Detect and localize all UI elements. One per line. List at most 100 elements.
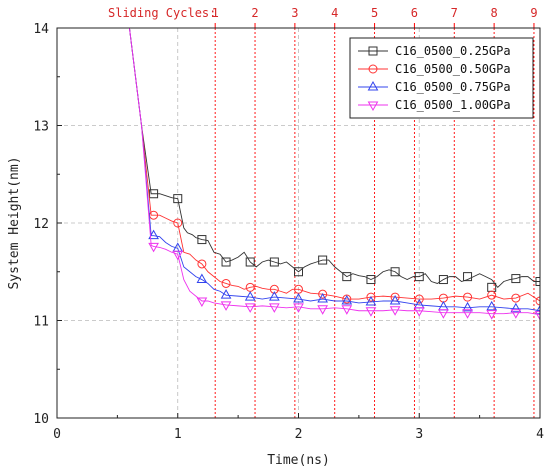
series-2-point bbox=[463, 292, 473, 302]
y-tick-label-4: 14 bbox=[33, 22, 49, 37]
x-tick-label-4: 4 bbox=[536, 427, 544, 442]
series-4-point bbox=[341, 305, 353, 315]
series-3-point bbox=[244, 291, 256, 301]
x-axis-title: Time(ns) bbox=[267, 453, 330, 468]
series-1-point bbox=[390, 267, 400, 277]
series-1-point bbox=[149, 189, 159, 199]
series-3-point bbox=[462, 301, 473, 312]
series-3-point bbox=[534, 304, 540, 315]
series-3-point bbox=[317, 293, 329, 303]
series-group bbox=[129, 28, 540, 321]
legend-marker-2 bbox=[368, 64, 378, 74]
series-2-point bbox=[487, 290, 497, 300]
series-1-point bbox=[269, 257, 279, 267]
series-1-point bbox=[414, 272, 424, 282]
y-tick-label-0: 10 bbox=[33, 412, 49, 427]
legend-marker-1 bbox=[368, 46, 378, 56]
grid bbox=[57, 28, 540, 418]
series-2-point bbox=[535, 296, 540, 306]
series-3-point bbox=[341, 294, 353, 305]
series-3-point bbox=[220, 289, 232, 299]
y-tick-label-3: 13 bbox=[33, 120, 49, 135]
series-4-point bbox=[438, 309, 449, 319]
series-3-point bbox=[196, 273, 208, 284]
series-4-point bbox=[365, 307, 377, 317]
series-4-point bbox=[389, 306, 401, 316]
legend-label-3: C16_0500_0.75GPa bbox=[395, 80, 511, 94]
series-4-point bbox=[317, 305, 329, 315]
series-3-point bbox=[365, 295, 377, 306]
series-3-point bbox=[148, 229, 159, 240]
series-2-point bbox=[318, 289, 328, 299]
series-2-point bbox=[173, 218, 183, 228]
cycle-label-6: 6 bbox=[411, 6, 418, 20]
series-4-point bbox=[534, 311, 540, 321]
cycle-label-2: 2 bbox=[251, 6, 258, 20]
series-4-point bbox=[196, 297, 208, 308]
series-1-point bbox=[535, 277, 540, 286]
cycle-label-4: 4 bbox=[331, 6, 338, 20]
series-1-point bbox=[294, 267, 303, 277]
x-tick-label-3: 3 bbox=[415, 427, 423, 442]
y-tick-label-2: 12 bbox=[33, 217, 49, 232]
series-4-point bbox=[172, 250, 184, 261]
series-1-point bbox=[173, 194, 183, 204]
legend-marker-4 bbox=[367, 101, 379, 112]
series-1-point bbox=[197, 235, 207, 245]
legend-label-2: C16_0500_0.50GPa bbox=[395, 62, 511, 76]
series-line-3 bbox=[129, 28, 540, 312]
series-line-2 bbox=[129, 28, 540, 302]
series-1-point bbox=[221, 257, 231, 267]
x-tick-label-0: 0 bbox=[53, 427, 61, 442]
series-1-point bbox=[318, 255, 328, 265]
cycle-label-9: 9 bbox=[530, 6, 537, 20]
series-3-point bbox=[510, 302, 522, 313]
series-4-point bbox=[510, 309, 522, 319]
y-axis-title: System Height(nm) bbox=[7, 156, 22, 289]
series-4-point bbox=[293, 303, 304, 313]
legend-label-4: C16_0500_1.00GPa bbox=[395, 98, 511, 112]
legend-label-1: C16_0500_0.25GPa bbox=[395, 44, 511, 58]
series-3-point bbox=[389, 294, 401, 305]
series-1-point bbox=[245, 257, 255, 267]
series-2-point bbox=[269, 284, 279, 294]
series-4-point bbox=[244, 303, 256, 313]
series-4-point bbox=[268, 303, 280, 313]
cycle-label-3: 3 bbox=[291, 6, 298, 20]
series-1-point bbox=[463, 272, 473, 282]
series-2-point bbox=[511, 293, 521, 303]
legend-marker-3 bbox=[367, 80, 379, 91]
series-4-point bbox=[486, 310, 498, 320]
series-3-point bbox=[486, 300, 498, 311]
cycle-label-8: 8 bbox=[490, 6, 497, 20]
x-tick-label-2: 2 bbox=[295, 427, 303, 442]
series-2-point bbox=[414, 294, 424, 304]
series-1-point bbox=[366, 275, 376, 285]
series-3 bbox=[129, 28, 540, 315]
top-axis-title: Sliding Cycles: bbox=[108, 6, 216, 20]
series-2-point bbox=[197, 259, 207, 269]
series-4-point bbox=[462, 309, 473, 319]
y-tick-label-1: 11 bbox=[33, 315, 49, 330]
series-4-point bbox=[148, 242, 159, 253]
series-4 bbox=[129, 28, 540, 321]
series-1-point bbox=[511, 274, 521, 284]
series-2-point bbox=[366, 292, 376, 302]
series-4-point bbox=[220, 301, 232, 311]
cycle-label-1: 1 bbox=[212, 6, 219, 20]
legend: C16_0500_0.25GPa C16_0500_0.50GPa C16_0500… bbox=[349, 37, 534, 119]
series-4-point bbox=[413, 307, 425, 317]
series-3-point bbox=[293, 293, 304, 303]
series-line-4 bbox=[129, 28, 540, 316]
cycle-label-7: 7 bbox=[451, 6, 458, 20]
x-tick-label-1: 1 bbox=[174, 427, 182, 442]
series-3-point bbox=[268, 291, 280, 301]
series-1 bbox=[129, 28, 540, 292]
series-3-point bbox=[438, 300, 449, 311]
cycle-label-5: 5 bbox=[371, 6, 378, 20]
series-2-point bbox=[221, 278, 231, 288]
series-1-point bbox=[342, 272, 352, 282]
series-1-point bbox=[438, 275, 448, 285]
